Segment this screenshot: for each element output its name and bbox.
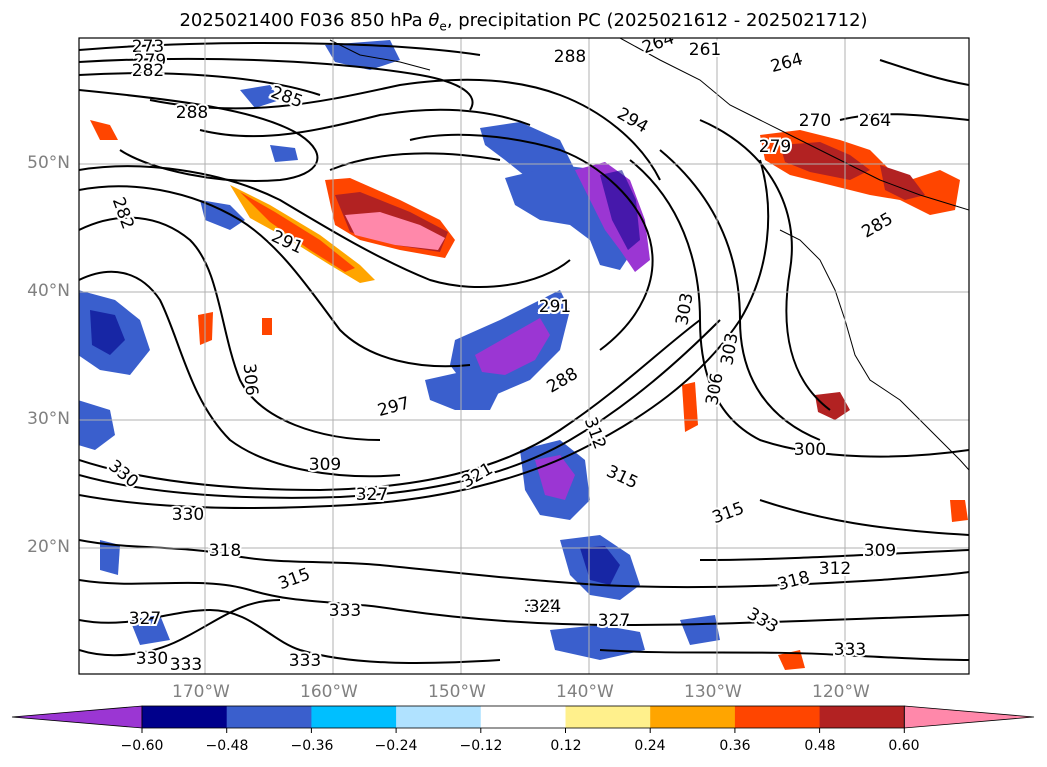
colorbar: [11, 705, 1035, 733]
colorbar-segment: [396, 706, 482, 728]
contour-label: 273: [132, 37, 164, 57]
lon-label-150w: 150°W: [428, 682, 486, 702]
colorbar-tick: −0.60: [120, 738, 164, 754]
contour-label: 318: [209, 541, 241, 561]
contour-label: 270: [799, 111, 831, 131]
contour-label: 300: [794, 440, 826, 460]
colorbar-tick: 0.12: [550, 738, 582, 754]
theta-e-contours: [79, 42, 969, 664]
lon-label-120w: 120°W: [812, 682, 870, 702]
contour-label: 291: [539, 297, 571, 317]
contour-label: 312: [819, 559, 851, 579]
colorbar-outline: [141, 705, 905, 729]
coastlines: [329, 38, 969, 471]
lon-label-130w: 130°W: [684, 682, 742, 702]
precip-blobs: [79, 40, 968, 670]
colorbar-segment: [650, 706, 736, 728]
colorbar-tick: 0.24: [634, 738, 666, 754]
contour-label: 327: [356, 485, 388, 505]
contour-label: 309: [309, 455, 341, 475]
colorbar-segment: [480, 706, 566, 728]
contour-label: 288: [554, 47, 586, 67]
colorbar-segment: [734, 706, 821, 728]
lon-label-160w: 160°W: [300, 682, 358, 702]
colorbar-tick: 0.48: [804, 738, 836, 754]
colorbar-tick: −0.48: [205, 738, 249, 754]
contour-label: 279: [759, 137, 791, 157]
contour-label: 333: [329, 601, 361, 621]
map-frame: [78, 37, 970, 675]
contour-label: 309: [864, 541, 896, 561]
contour-label: 330: [172, 505, 204, 525]
lat-label-50n: 50°N: [27, 153, 70, 173]
contour-label: 282: [132, 61, 164, 81]
contour-label: 261: [689, 40, 721, 60]
lat-label-30n: 30°N: [27, 409, 70, 429]
contour-label: 279: [134, 51, 166, 71]
lat-label-40n: 40°N: [27, 281, 70, 301]
colorbar-tick: 0.60: [888, 738, 920, 754]
graticule: [79, 38, 969, 674]
contour-label: 324: [529, 597, 561, 617]
contour-label: 333: [170, 655, 202, 675]
contour-label: 324: [524, 597, 556, 617]
colorbar-segment: [565, 706, 651, 728]
colorbar-tick: −0.24: [374, 738, 418, 754]
colorbar-tick: −0.12: [459, 738, 503, 754]
contour-label: 264: [859, 111, 891, 131]
colorbar-segment: [142, 706, 228, 728]
colorbar-tick: −0.36: [290, 738, 334, 754]
colorbar-segment: [226, 706, 312, 728]
map-title: 2025021400 F036 850 hPa θe, precipitatio…: [179, 10, 868, 34]
colorbar-under-arrow: [11, 705, 143, 729]
contour-label: 327: [129, 609, 161, 629]
colorbar-tick: 0.36: [719, 738, 751, 754]
colorbar-segment: [819, 706, 905, 728]
contour-label: 306: [239, 363, 262, 397]
contour-label: 327: [598, 611, 630, 631]
lon-label-170w: 170°W: [172, 682, 230, 702]
colorbar-segment: [311, 706, 397, 728]
lat-label-20n: 20°N: [27, 537, 70, 557]
colorbar-over-arrow: [903, 705, 1035, 729]
lon-label-140w: 140°W: [556, 682, 614, 702]
contour-label: 288: [176, 103, 208, 123]
contour-label: 333: [834, 640, 866, 660]
contour-label: 333: [289, 651, 321, 671]
contour-label: 330: [136, 649, 168, 669]
